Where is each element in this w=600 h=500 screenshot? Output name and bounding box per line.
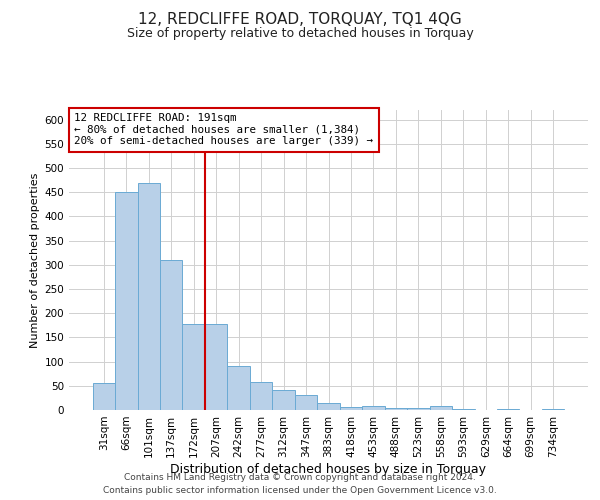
Text: 12, REDCLIFFE ROAD, TORQUAY, TQ1 4QG: 12, REDCLIFFE ROAD, TORQUAY, TQ1 4QG <box>138 12 462 28</box>
Bar <box>272 390 295 410</box>
Bar <box>407 408 430 410</box>
Bar <box>227 366 250 410</box>
Bar <box>92 384 115 410</box>
Bar <box>542 409 565 410</box>
Bar <box>160 260 182 410</box>
Bar <box>205 324 227 410</box>
Bar <box>340 406 362 410</box>
X-axis label: Distribution of detached houses by size in Torquay: Distribution of detached houses by size … <box>170 462 487 475</box>
Bar <box>295 396 317 410</box>
Text: 12 REDCLIFFE ROAD: 191sqm
← 80% of detached houses are smaller (1,384)
20% of se: 12 REDCLIFFE ROAD: 191sqm ← 80% of detac… <box>74 113 373 146</box>
Y-axis label: Number of detached properties: Number of detached properties <box>30 172 40 348</box>
Bar <box>317 402 340 410</box>
Text: Size of property relative to detached houses in Torquay: Size of property relative to detached ho… <box>127 28 473 40</box>
Bar <box>115 192 137 410</box>
Text: Contains HM Land Registry data © Crown copyright and database right 2024.
Contai: Contains HM Land Registry data © Crown c… <box>103 474 497 495</box>
Bar <box>182 324 205 410</box>
Bar <box>452 409 475 410</box>
Bar <box>430 406 452 410</box>
Bar <box>137 182 160 410</box>
Bar <box>250 382 272 410</box>
Bar <box>385 408 407 410</box>
Bar <box>497 408 520 410</box>
Bar <box>362 406 385 410</box>
